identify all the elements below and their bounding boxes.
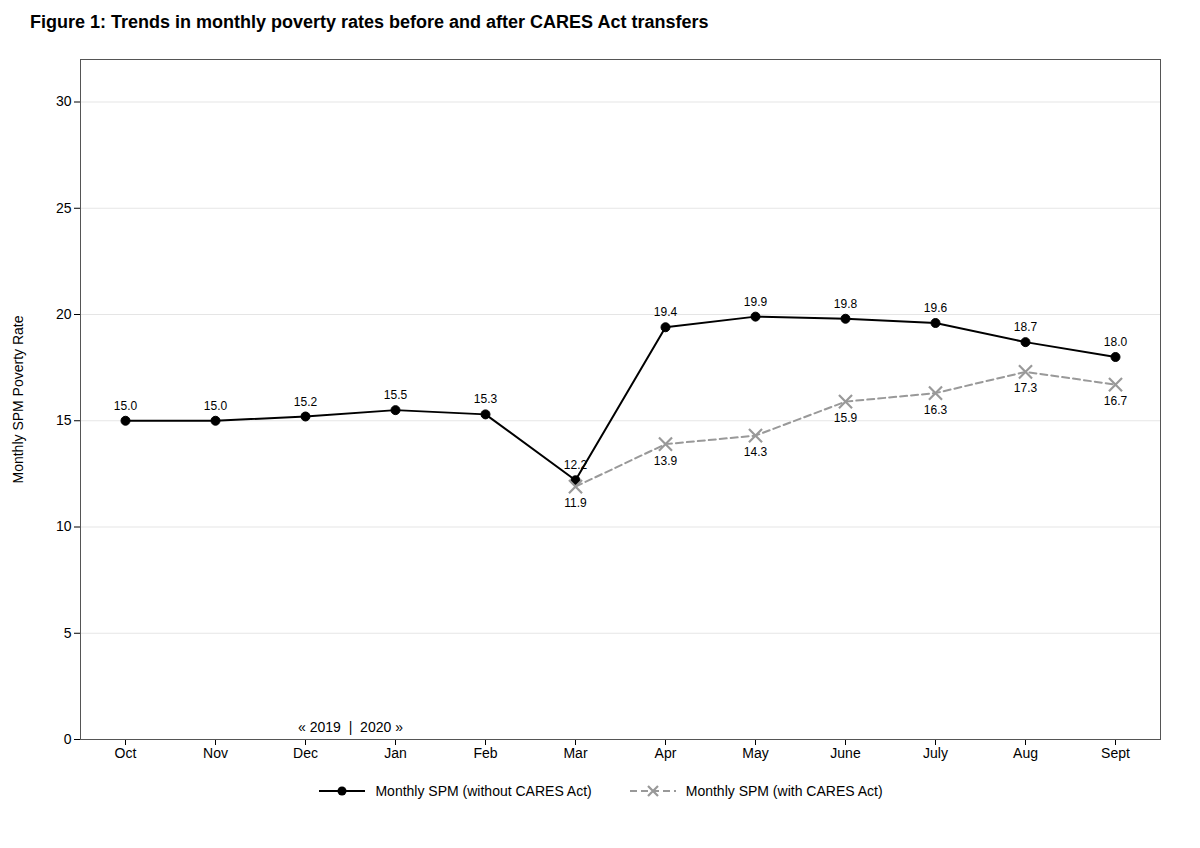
svg-text:Aug: Aug — [1013, 745, 1038, 761]
svg-text:25: 25 — [56, 200, 72, 216]
svg-text:10: 10 — [56, 518, 72, 534]
svg-text:19.9: 19.9 — [744, 295, 768, 309]
svg-text:June: June — [830, 745, 861, 761]
svg-text:15.5: 15.5 — [384, 388, 408, 402]
svg-text:5: 5 — [64, 625, 72, 641]
svg-text:0: 0 — [64, 731, 72, 747]
svg-text:15.3: 15.3 — [474, 392, 498, 406]
svg-text:« 2019 | 2020 »: « 2019 | 2020 » — [298, 719, 403, 735]
svg-text:Oct: Oct — [115, 745, 137, 761]
svg-text:18.0: 18.0 — [1104, 335, 1128, 349]
svg-text:17.3: 17.3 — [1014, 381, 1038, 395]
svg-text:15.0: 15.0 — [204, 399, 228, 413]
svg-text:Feb: Feb — [473, 745, 497, 761]
svg-text:12.2: 12.2 — [564, 458, 588, 472]
svg-text:20: 20 — [56, 306, 72, 322]
svg-text:Mar: Mar — [563, 745, 587, 761]
svg-text:30: 30 — [56, 93, 72, 109]
svg-text:Sept: Sept — [1101, 745, 1130, 761]
svg-text:Nov: Nov — [203, 745, 228, 761]
svg-text:15.9: 15.9 — [834, 411, 858, 425]
svg-text:15: 15 — [56, 412, 72, 428]
svg-text:Jan: Jan — [384, 745, 407, 761]
svg-text:18.7: 18.7 — [1014, 320, 1038, 334]
html-text:Monthly SPM (without CARES Act: Monthly SPM (without CARES Act) — [375, 783, 592, 799]
svg-text:Dec: Dec — [293, 745, 318, 761]
svg-text:13.9: 13.9 — [654, 454, 678, 468]
svg-text:16.3: 16.3 — [924, 403, 948, 417]
svg-text:14.3: 14.3 — [744, 445, 768, 459]
svg-text:19.6: 19.6 — [924, 301, 948, 315]
svg-text:15.0: 15.0 — [114, 399, 138, 413]
svg-text:15.2: 15.2 — [294, 395, 318, 409]
svg-text:Monthly SPM Poverty Rate: Monthly SPM Poverty Rate — [10, 315, 26, 483]
svg-text:19.8: 19.8 — [834, 297, 858, 311]
svg-text:May: May — [742, 745, 768, 761]
svg-text:16.7: 16.7 — [1104, 394, 1128, 408]
html-text:Figure 1: Trends in monthly po: Figure 1: Trends in monthly poverty rate… — [30, 12, 709, 32]
svg-text:19.4: 19.4 — [654, 305, 678, 319]
svg-text:July: July — [923, 745, 948, 761]
svg-text:11.9: 11.9 — [564, 496, 587, 510]
html-text:Monthly SPM (with CARES Act): Monthly SPM (with CARES Act) — [685, 783, 883, 799]
svg-text:Apr: Apr — [655, 745, 677, 761]
